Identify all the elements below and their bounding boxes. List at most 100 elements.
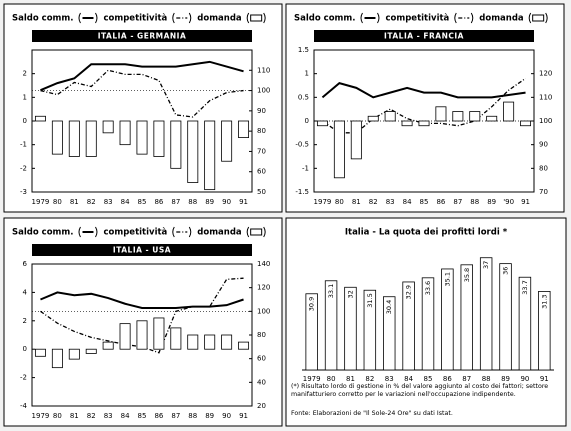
legend-label: Saldo comm. [12,228,73,238]
y-tick-label: 2 [23,317,27,325]
x-tick-label: 85 [138,412,147,420]
y2-tick-label: 60 [257,168,266,176]
value-label: 33.6 [424,281,432,295]
bar [383,296,396,371]
subtitle: ITALIA - USA [113,246,171,255]
bar [238,120,250,138]
x-tick-label: 82 [369,198,378,206]
y2-tick-label: 110 [257,66,270,74]
legend-symbol [250,228,263,236]
y-tick-label: 0 [23,345,27,353]
series-line [321,82,526,99]
x-tick-label: 80 [53,412,62,420]
bar [452,111,464,122]
y-tick-label: 1 [305,70,309,78]
x-tick-label: 90 [520,375,529,383]
bar [68,120,80,157]
bar [479,257,493,371]
y2-tick-label: 120 [539,70,552,78]
bar [51,120,63,155]
x-tick-label: 91 [540,375,549,383]
y-tick-label: 0 [23,117,27,125]
bar [441,268,454,371]
bar [384,111,396,122]
bar [170,120,182,169]
bar [305,293,318,371]
bar [34,348,46,357]
y-tick-label: -2 [20,374,27,382]
y2-tick-label: 90 [257,107,266,115]
y2-tick-label: 20 [257,402,266,410]
value-label: 32.9 [405,285,413,299]
x-tick-label: 83 [104,412,113,420]
y2-tick-label: 70 [257,147,266,155]
legend-paren [454,12,457,24]
x-tick-label: 86 [154,412,163,420]
bar [170,327,182,350]
legend-paren [172,12,175,24]
legend-paren [545,12,548,24]
bar [344,286,357,371]
x-tick-label: 88 [188,412,197,420]
legend-paren [377,12,380,24]
x-tick-label: 84 [403,198,412,206]
y2-tick-label: 70 [539,188,548,196]
bar [204,120,216,191]
legend-paren [360,12,363,24]
x-tick-label: 84 [404,375,413,383]
legend-paren [246,12,250,24]
value-label: 37 [482,261,490,269]
bar [85,120,97,157]
x-tick-label: 87 [171,412,180,420]
bar [316,120,328,127]
x-tick-label: 82 [365,375,374,383]
y-tick-label: 2 [23,70,27,78]
bar [418,120,430,127]
bar [520,120,532,127]
legend-paren [263,12,266,24]
bar [499,263,512,371]
y-tick-label: -1 [20,141,27,149]
value-label: 35.1 [443,272,451,286]
y-tick-label: -1 [302,164,309,172]
x-tick-label: 82 [87,412,96,420]
x-tick-label: 83 [386,198,395,206]
x-tick-label: 87 [462,375,471,383]
bar [187,120,199,183]
legend-paren [95,226,98,238]
subtitle-band [32,30,252,42]
x-tick-label: 91 [239,198,248,206]
bar [469,111,481,122]
value-label: 33.7 [521,280,529,294]
x-tick-label: 80 [53,198,62,206]
x-tick-label: 83 [385,375,394,383]
bar [221,120,233,162]
y-tick-label: -4 [20,402,28,410]
value-label: 31.3 [540,294,548,308]
value-label: 30.4 [385,300,393,314]
legend-paren [470,12,474,24]
bar [486,115,498,122]
legend-paren [188,12,192,24]
bar [421,277,435,371]
bar [401,120,413,127]
value-label: 30.9 [308,297,316,311]
y2-tick-label: 90 [539,141,548,149]
y-tick-label: 0 [305,117,309,125]
x-tick-label: 1979 [32,198,50,206]
bar [153,317,165,350]
y2-tick-label: 40 [257,378,266,386]
y2-tick-label: 100 [539,117,552,125]
value-label: 31.5 [366,293,374,307]
x-tick-label: 86 [443,375,452,383]
bar [518,276,532,371]
bar [333,120,345,179]
legend-label: domanda [197,228,242,238]
bar [102,120,114,134]
subtitle: ITALIA - FRANCIA [384,32,464,41]
bar [51,348,63,369]
x-tick-label: 90 [222,198,231,206]
series-line [40,60,244,92]
x-tick-label: 88 [188,198,197,206]
bar [136,120,148,155]
